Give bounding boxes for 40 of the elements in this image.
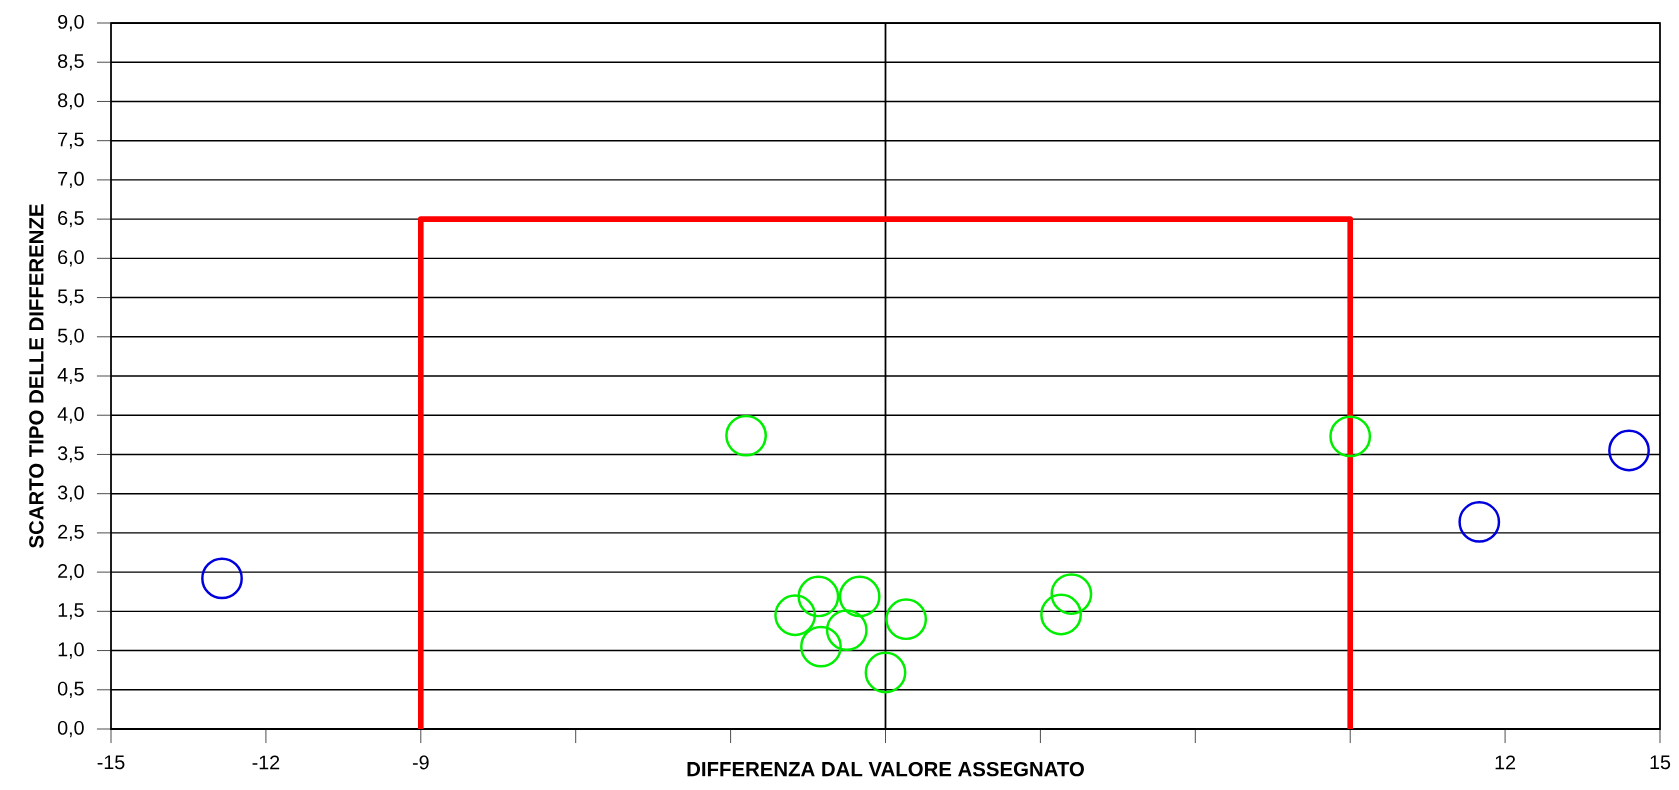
point [1040, 593, 1082, 636]
point [838, 575, 881, 618]
y-tick-label: 4,5 [57, 367, 84, 385]
y-tick-label: 5,0 [57, 328, 84, 345]
x-tick-label: 15 [1650, 755, 1671, 770]
y-tick-label: 2,0 [58, 564, 84, 581]
y-tick-label: 7,0 [58, 171, 84, 189]
point [201, 557, 243, 600]
x-tick-label: -15 [97, 755, 125, 770]
y-tick-label: 6,0 [58, 250, 84, 267]
y-axis-title: SCARTO TIPO DELLE DIFFERENZE [29, 204, 44, 548]
y-tick-label: 6,5 [58, 211, 84, 228]
y-tick-label: 1,5 [58, 603, 84, 620]
y-tick-label: 0,0 [57, 720, 84, 738]
point [864, 651, 907, 694]
x-axis-title: DIFFERENZA DAL VALORE ASSEGNATO [687, 761, 1084, 777]
point [797, 575, 840, 618]
x-tick-label: -9 [412, 755, 429, 770]
point [774, 594, 817, 637]
y-tick-label: 5,5 [57, 289, 84, 306]
y-tick-label: 8,0 [58, 93, 84, 110]
point [1458, 501, 1501, 543]
point [1608, 429, 1650, 472]
y-tick-label: 9,0 [58, 14, 84, 32]
x-tick-label: -12 [252, 755, 280, 770]
y-tick-label: 1,0 [58, 642, 84, 659]
y-tick-label: 0,5 [57, 681, 84, 698]
point [825, 609, 868, 652]
y-tick-label: 2,5 [58, 524, 84, 542]
y-tick-label: 4,0 [57, 407, 84, 424]
point [885, 598, 928, 641]
point [1329, 415, 1372, 458]
point [800, 625, 842, 668]
y-tick-label: 3,0 [57, 485, 84, 502]
point [1050, 573, 1093, 615]
x-tick-label: 12 [1495, 755, 1516, 770]
y-tick-label: 3,5 [57, 446, 84, 463]
y-tick-label: 8,5 [58, 54, 84, 71]
y-tick-label: 7,5 [58, 132, 84, 149]
point [725, 414, 767, 457]
